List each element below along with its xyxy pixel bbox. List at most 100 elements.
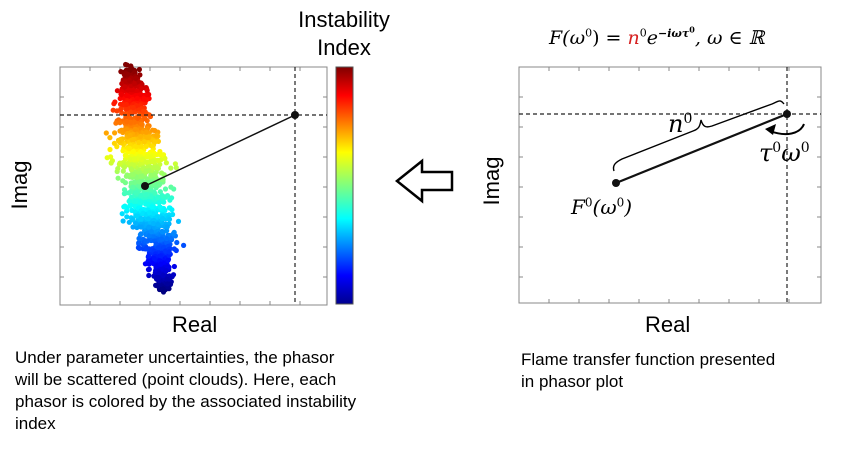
cloud-point [181,242,187,248]
cloud-point [143,238,149,244]
formula-exp-sup: 0 [689,24,695,34]
cloud-point [164,193,171,199]
brace-label-sup: 0 [683,111,693,127]
cloud-point [150,127,156,133]
right-phasor-start [612,179,620,187]
cloud-point [163,160,169,166]
cloud-point [154,165,160,171]
cloud-point [138,149,144,155]
cloud-point [152,139,158,145]
cloud-point [149,158,155,165]
right-caption-line: Flame transfer function presented [521,350,776,369]
cloud-point [124,127,130,133]
formula-n: n [627,26,640,49]
cloud-point [144,87,150,94]
cloud-point [122,84,128,90]
point-label-arg: (ω [592,195,617,219]
cloud-point [120,148,126,154]
cloud-point [156,157,162,163]
cloud-point [124,118,130,125]
cloud-point [123,61,129,68]
cloud-point [145,201,151,207]
cloud-point [115,166,121,172]
cloud-point [156,270,162,276]
colorbar-title-line2: Index [317,35,371,60]
cloud-point [165,257,171,264]
left-phasor-tip [291,111,299,119]
cloud-point [166,216,173,222]
rotation-arrowhead-icon [765,124,776,135]
cloud-point [155,245,161,251]
cloud-point [112,99,118,105]
right-plot-ticks [519,67,821,303]
cloud-point [131,162,137,168]
cloud-point [138,173,144,179]
cloud-point [158,253,164,259]
cloud-point [151,255,157,262]
point-label-close: ) [624,195,633,219]
point-label-arg-sup: 0 [616,195,625,210]
cloud-point [148,193,154,200]
cloud-point [138,121,144,127]
cloud-point [164,281,171,287]
cloud-point [164,228,170,234]
cloud-point [112,130,118,136]
cloud-point [169,207,175,213]
cloud-point [169,195,175,201]
cloud-point [128,166,134,172]
cloud-point [138,231,144,237]
right-phasor-tip [783,110,791,118]
cloud-point [144,134,150,140]
formula-lhs: F(ω [549,26,586,49]
cloud-point [156,200,162,206]
cloud-point [164,224,170,230]
cloud-point [143,143,149,149]
cloud-point [145,253,152,259]
cloud-point [170,211,176,218]
left-caption-line: phasor is colored by the associated inst… [15,392,357,411]
cloud-point [126,198,132,204]
colorbar [335,66,354,305]
cloud-point [159,229,166,235]
cloud-point [128,119,134,125]
cloud-point [117,120,123,126]
cloud-point [130,149,136,155]
cloud-point [130,184,136,190]
cloud-point [124,214,130,220]
cloud-point [118,106,124,112]
cloud-point [127,145,133,151]
hollow-left-arrow [394,158,454,204]
cloud-point [117,160,123,166]
cloud-point [119,110,125,116]
cloud-point [117,137,124,144]
cloud-point [123,101,129,108]
left-caption-line: Under parameter uncertainties, the phaso… [15,348,335,367]
cloud-point [142,115,148,122]
cloud-point [121,204,127,210]
cloud-point [131,81,137,87]
formula-exponent: −iωτ0 [658,24,695,40]
cloud-point [162,155,168,161]
formula-sup: 0 [585,26,593,40]
cloud-point [104,155,110,161]
cloud-point [130,224,136,230]
cloud-point [126,77,132,83]
right-caption-line: in phasor plot [521,372,624,391]
cloud-point [132,209,138,215]
cloud-point [141,139,147,145]
formula-exp-text: −iωτ [658,26,690,40]
cloud-point [131,136,137,143]
cloud-point [155,194,161,201]
cloud-point [115,175,121,181]
cloud-point [133,221,139,227]
cloud-point [157,204,163,210]
cloud-point [149,204,155,210]
cloud-point [119,211,125,217]
cloud-point [146,233,152,239]
cloud-point [159,152,165,158]
cloud-point [173,165,179,171]
cloud-point [103,130,109,136]
cloud-point [168,184,174,190]
colorbar-title-line1: Instability [298,7,390,32]
